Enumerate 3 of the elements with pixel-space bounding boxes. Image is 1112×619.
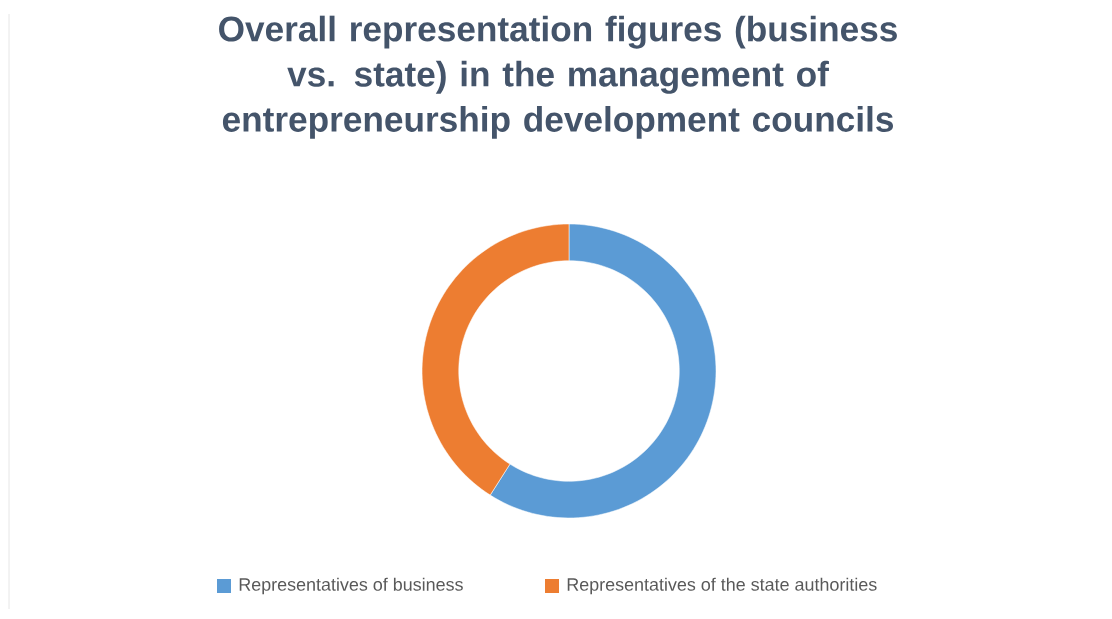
legend-label: Representatives of business bbox=[239, 577, 463, 595]
legend-label: Representatives of the state authorities bbox=[567, 577, 877, 595]
chart-title: Overall representation figures (business vs. state) in the management of entrepreneurship development councils bbox=[219, 15, 897, 139]
